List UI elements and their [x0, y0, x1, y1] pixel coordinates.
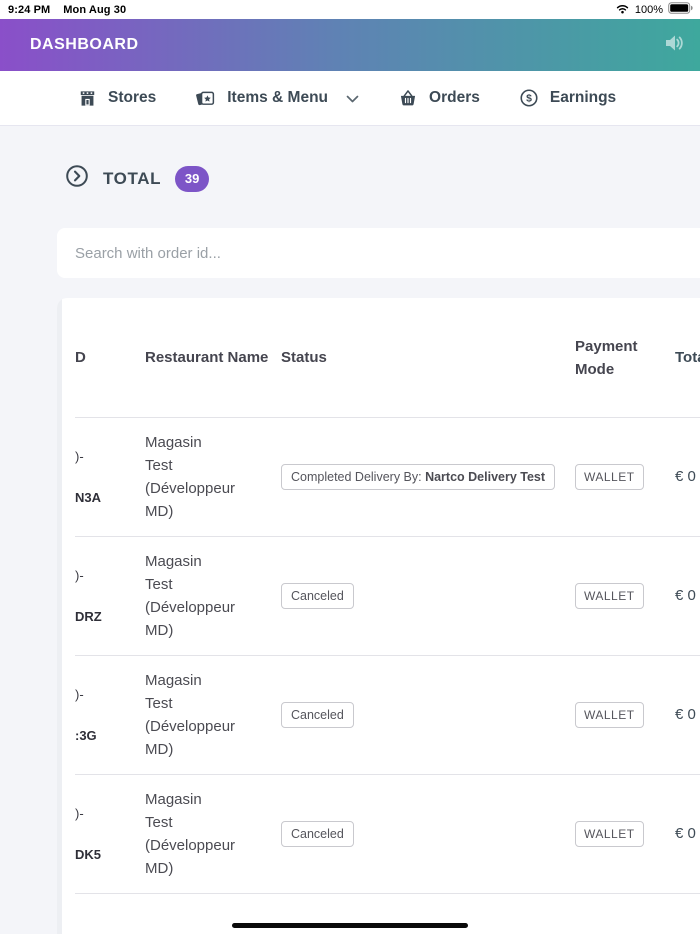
- speaker-icon[interactable]: [662, 31, 686, 60]
- status-cell: Canceled: [281, 655, 571, 774]
- store-icon: [78, 89, 97, 108]
- items-menu-icon: [195, 88, 216, 109]
- status-time: 9:24 PM: [8, 3, 51, 16]
- table-row[interactable]: Magasin: [57, 893, 700, 934]
- page-title: DASHBOARD: [30, 36, 139, 53]
- nav-label-orders: Orders: [429, 89, 480, 106]
- payment-mode-badge: WALLET: [575, 701, 644, 728]
- nav-label-items-menu: Items & Menu: [227, 89, 329, 106]
- table-row[interactable]: )- DRZ Magasin Test (Développeur MD) Cancel…: [57, 536, 700, 655]
- restaurant-name-cell: Magasin Test (Développeur MD): [145, 552, 236, 639]
- status-cell: Canceled: [281, 536, 571, 655]
- status-bar: 9:24 PM Mon Aug 30 100%: [0, 0, 700, 19]
- payment-mode-badge: WALLET: [575, 820, 644, 847]
- circle-chevron-icon: [65, 164, 89, 193]
- battery-percent: 100%: [634, 3, 663, 16]
- column-header-status: Status: [281, 349, 327, 366]
- nav-item-orders[interactable]: Orders: [398, 88, 480, 108]
- total-count-badge: 39: [175, 165, 210, 192]
- table-row[interactable]: )- N3A Magasin Test (Développeur MD) Comple…: [57, 417, 700, 536]
- app-header: DASHBOARD: [0, 19, 700, 71]
- nav-item-earnings[interactable]: $ Earnings: [519, 88, 616, 108]
- order-total-cell: € 0: [675, 587, 696, 604]
- table-header: D Restaurant Name Status Payment Mode To…: [57, 298, 700, 417]
- nav-bar: Stores Items & Menu: [0, 71, 700, 126]
- order-total-cell: € 0: [675, 706, 696, 723]
- payment-mode-cell: WALLET: [575, 417, 673, 536]
- table-rows: )- N3A Magasin Test (Développeur MD) Comple…: [57, 417, 700, 934]
- status-badge: Canceled: [281, 582, 354, 609]
- total-label: TOTAL: [103, 168, 162, 188]
- battery-icon: [668, 2, 693, 17]
- svg-text:$: $: [526, 94, 532, 105]
- payment-mode-badge: WALLET: [575, 463, 644, 490]
- nav-item-items-menu[interactable]: Items & Menu: [195, 88, 359, 109]
- table-row[interactable]: )- DK5 Magasin Test (Développeur MD) Cancel…: [57, 774, 700, 893]
- wifi-icon: [615, 3, 630, 17]
- chevron-down-icon: [346, 95, 359, 103]
- column-header-restaurant: Restaurant Name: [145, 349, 269, 366]
- payment-mode-cell: [575, 893, 673, 934]
- nav-label-stores: Stores: [108, 89, 157, 106]
- nav-label-earnings: Earnings: [549, 89, 617, 106]
- total-section[interactable]: TOTAL 39: [65, 164, 210, 193]
- order-id-cell: [75, 893, 139, 934]
- orders-table-card: D Restaurant Name Status Payment Mode To…: [57, 298, 700, 934]
- restaurant-name-cell: Magasin Test (Développeur MD): [145, 790, 236, 877]
- content-area: TOTAL 39 D Restaurant Name Status Paymen…: [0, 126, 700, 934]
- status-badge: Canceled: [281, 820, 354, 847]
- status-cell: Completed Delivery By: Nartco Delivery T…: [281, 417, 571, 536]
- order-total-cell: € 0: [675, 825, 696, 842]
- order-id-cell: )-:3G: [75, 686, 97, 743]
- status-date: Mon Aug 30: [63, 3, 127, 16]
- payment-mode-cell: WALLET: [575, 655, 673, 774]
- order-total-cell: [675, 893, 700, 934]
- payment-mode-cell: WALLET: [575, 536, 673, 655]
- order-total-cell: € 0: [675, 468, 696, 485]
- payment-mode-cell: WALLET: [575, 774, 673, 893]
- home-indicator[interactable]: [232, 923, 468, 928]
- restaurant-name-cell: Magasin Test (Développeur MD): [145, 433, 236, 520]
- basket-icon: [398, 88, 418, 108]
- search-input[interactable]: [57, 228, 700, 278]
- dollar-circle-icon: $: [519, 88, 539, 108]
- restaurant-name-cell: Magasin Test (Développeur MD): [145, 671, 236, 758]
- nav-item-stores[interactable]: Stores: [78, 89, 156, 108]
- column-header-total: Total: [675, 349, 700, 366]
- table-row[interactable]: )-:3G Magasin Test (Développeur MD) Cancel…: [57, 655, 700, 774]
- order-id-cell: )- DRZ: [75, 567, 102, 624]
- status-cell: Canceled: [281, 774, 571, 893]
- status-badge: Canceled: [281, 701, 354, 728]
- order-id-cell: )- N3A: [75, 448, 102, 505]
- status-badge: Completed Delivery By: Nartco Delivery T…: [281, 463, 556, 490]
- column-header-order-id: D: [75, 349, 86, 366]
- payment-mode-badge: WALLET: [575, 582, 644, 609]
- column-header-payment-mode: Payment Mode: [575, 337, 638, 378]
- order-id-cell: )- DK5: [75, 805, 102, 862]
